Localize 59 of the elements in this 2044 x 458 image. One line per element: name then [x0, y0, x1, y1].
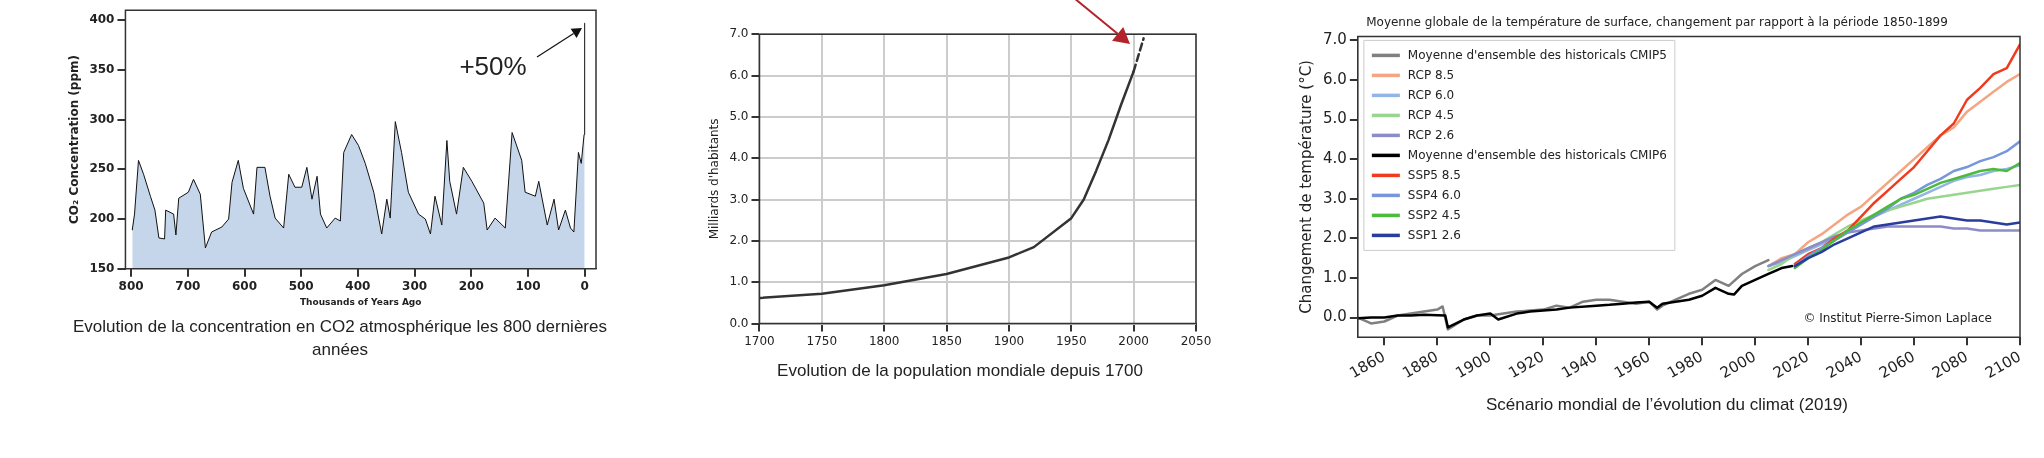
x-tick-label: 2050	[1180, 333, 1212, 348]
x-tick-label: 700	[175, 279, 201, 294]
y-tick-label: 300	[89, 111, 115, 126]
y-tick-label: 0.0	[1323, 307, 1347, 326]
x-tick-label: 0	[580, 279, 589, 294]
y-axis-title: Milliards d'habitants	[707, 118, 722, 240]
y-axis-title: Changement de température (°C)	[1296, 60, 1315, 314]
x-tick-label: 1750	[806, 333, 838, 348]
y-axis-title: CO₂ Concentration (ppm)	[67, 54, 82, 225]
x-tick-label: 1850	[931, 333, 962, 348]
legend-label: RCP 8.5	[1407, 67, 1455, 82]
y-tick-label: 1.0	[729, 274, 749, 289]
x-axis-title: Thousands of Years Ago	[299, 296, 422, 307]
y-tick-label: 2.0	[729, 233, 749, 248]
legend-label: SSP1 2.6	[1407, 227, 1461, 242]
y-tick-label: 0.0	[729, 315, 749, 330]
y-tick-label: 5.0	[1323, 109, 1347, 128]
x-tick-label: 1800	[868, 333, 900, 348]
y-tick-label: 1.0	[1323, 267, 1347, 286]
legend-label: Moyenne d'ensemble des historicals CMIP6	[1407, 147, 1667, 162]
text: Evolution de la concentration en CO2 atmosphérique les 800 dernières années	[72, 316, 608, 361]
y-tick-label: 7.0	[1323, 30, 1347, 49]
y-tick-label: 4.0	[1323, 149, 1347, 168]
annotation: +50%	[459, 51, 527, 82]
y-tick-label: 7.0	[729, 26, 749, 41]
x-tick-label: 600	[231, 279, 258, 294]
x-tick-label: 1900	[993, 333, 1025, 348]
legend-label: SSP5 8.5	[1407, 167, 1461, 182]
legend-label: SSP2 4.5	[1407, 207, 1461, 222]
x-tick-label: 100	[515, 279, 541, 294]
x-tick-label: 2000	[1118, 333, 1149, 348]
x-tick-label: 300	[402, 279, 428, 294]
x-tick-label: 800	[118, 279, 144, 294]
x-tick-label: 200	[458, 279, 484, 294]
text: Evolution de la population mondiale depuis 1700	[776, 360, 1144, 382]
y-tick-label: 150	[89, 260, 115, 275]
x-tick-label: 400	[345, 279, 371, 294]
y-tick-label: 6.0	[1323, 69, 1347, 88]
legend-label: SSP4 6.0	[1407, 187, 1461, 202]
legend-label: Moyenne d'ensemble des historicals CMIP5	[1407, 47, 1667, 62]
y-tick-label: 5.0	[729, 109, 749, 124]
y-tick-label: 250	[89, 161, 115, 176]
x-tick-label: 500	[288, 279, 314, 294]
y-tick-label: 6.0	[729, 67, 749, 82]
y-tick-label: 2.0	[1323, 228, 1347, 247]
y-tick-label: 200	[89, 211, 115, 226]
annotation: © Institut Pierre-Simon Laplace	[1803, 311, 1992, 326]
y-tick-label: 3.0	[1323, 188, 1347, 207]
y-tick-label: 3.0	[729, 191, 749, 206]
x-tick-label: 1700	[744, 333, 775, 348]
legend-label: RCP 6.0	[1407, 87, 1455, 102]
x-tick-label: 1950	[1056, 333, 1087, 348]
chart-title: Moyenne globale de la température de surface, changement par rapport à la période 1850-1899	[1366, 15, 1948, 30]
y-tick-label: 4.0	[729, 150, 749, 165]
y-tick-label: 350	[89, 62, 115, 76]
text: Scénario mondial de l’évolution du climat (2019)	[1485, 394, 1849, 416]
legend-label: RCP 2.6	[1407, 127, 1455, 142]
legend-label: RCP 4.5	[1407, 107, 1455, 122]
y-tick-label: 400	[89, 12, 115, 27]
